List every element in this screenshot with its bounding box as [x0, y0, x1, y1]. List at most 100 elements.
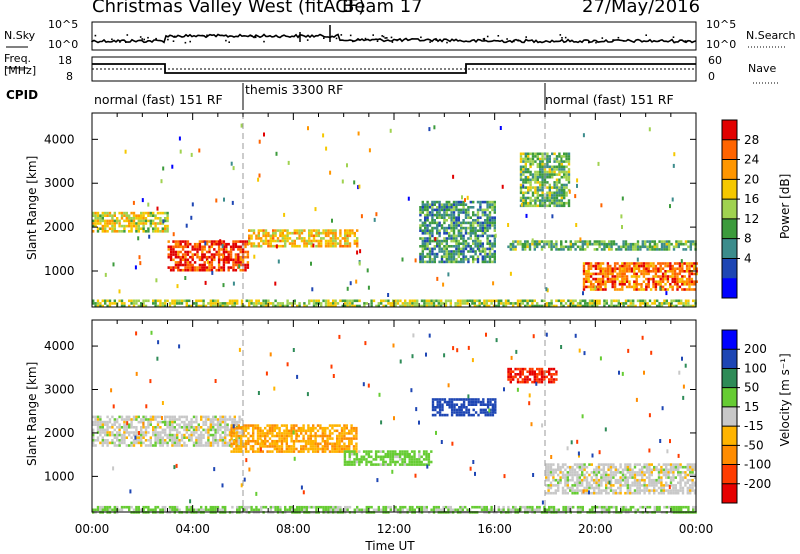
- heatmap-cell: [248, 234, 251, 238]
- heatmap-cell: [250, 299, 253, 303]
- heatmap-cell: [198, 248, 202, 251]
- heatmap-cell: [576, 486, 579, 490]
- heatmap-cell: [604, 288, 607, 291]
- heatmap-cell: [665, 476, 668, 479]
- heatmap-cell: [660, 248, 664, 251]
- heatmap-cell: [548, 157, 551, 161]
- heatmap-cell: [552, 476, 555, 479]
- heatmap-cell: [672, 484, 675, 487]
- heatmap-cell: [571, 471, 574, 474]
- heatmap-cell: [634, 248, 637, 251]
- heatmap-cell: [674, 465, 677, 469]
- heatmap-cell: [99, 302, 102, 305]
- heatmap-cell: [200, 439, 203, 442]
- heatmap-cell: [259, 450, 262, 453]
- heatmap-cell: [645, 463, 649, 466]
- heatmap-cell: [638, 491, 641, 495]
- heatmap-cell: [271, 432, 274, 435]
- heatmap-cell: [248, 229, 251, 232]
- heatmap-cell: [636, 473, 639, 477]
- heatmap-cell: [389, 460, 392, 464]
- heatmap-cell: [443, 255, 446, 258]
- heatmap-cell: [536, 304, 539, 308]
- heatmap-cell: [644, 299, 647, 303]
- heatmap-cell: [492, 281, 495, 286]
- heatmap-cell: [549, 473, 553, 477]
- heatmap-cell: [193, 261, 197, 264]
- heatmap-cell: [534, 181, 537, 184]
- heatmap-cell: [594, 285, 597, 290]
- heatmap-cell: [228, 299, 232, 303]
- heatmap-cell: [600, 484, 603, 487]
- heatmap-cell: [551, 170, 554, 174]
- heatmap-cell: [106, 508, 109, 512]
- heatmap-cell: [464, 245, 468, 248]
- heatmap-cell: [657, 486, 661, 490]
- heatmap-cell: [261, 445, 264, 448]
- heatmap-cell: [431, 203, 434, 206]
- heatmap-cell: [452, 211, 456, 214]
- heatmap-cell: [320, 242, 323, 245]
- heatmap-cell: [120, 441, 124, 445]
- heatmap-cell: [621, 275, 624, 278]
- heatmap-cell: [123, 224, 126, 228]
- heatmap-cell: [192, 441, 196, 445]
- heatmap-cell: [593, 489, 596, 492]
- heatmap-cell: [302, 437, 305, 440]
- heatmap-cell: [280, 445, 284, 448]
- heatmap-cell: [231, 439, 234, 442]
- heatmap-cell: [214, 439, 217, 442]
- heatmap-cell: [533, 242, 536, 246]
- heatmap-cell: [161, 227, 164, 230]
- heatmap-cell: [612, 463, 615, 466]
- heatmap-cell: [610, 304, 613, 308]
- heatmap-cell: [324, 439, 327, 443]
- heatmap-cell: [438, 208, 441, 212]
- cpid-segment-1: normal (fast) 151 RF: [94, 92, 223, 107]
- heatmap-cell: [156, 441, 160, 445]
- heatmap-cell: [564, 302, 568, 305]
- heatmap-cell: [572, 245, 575, 249]
- nsky-point: [125, 41, 127, 43]
- heatmap-cell: [519, 175, 523, 179]
- heatmap-cell: [406, 455, 409, 459]
- heatmap-cell: [660, 478, 663, 482]
- heatmap-cell: [173, 418, 176, 421]
- heatmap-cell: [312, 243, 315, 248]
- heatmap-cell: [142, 426, 145, 429]
- heatmap-cell: [455, 208, 458, 212]
- heatmap-cell: [583, 473, 586, 477]
- heatmap-cell: [437, 302, 440, 305]
- heatmap-cell: [573, 473, 577, 477]
- heatmap-cell: [140, 217, 143, 220]
- heatmap-cell: [522, 168, 525, 171]
- heatmap-cell: [493, 221, 496, 225]
- heatmap-cell: [123, 227, 126, 230]
- heatmap-cell: [257, 234, 260, 238]
- heatmap-cell: [221, 426, 224, 429]
- heatmap-cell: [541, 196, 544, 200]
- heatmap-cell: [208, 248, 211, 251]
- heatmap-cell: [541, 165, 544, 169]
- heatmap-cell: [455, 245, 458, 248]
- heatmap-cell: [543, 199, 547, 202]
- heatmap-cell: [638, 481, 641, 485]
- heatmap-cell: [188, 428, 191, 432]
- heatmap-cell: [621, 473, 625, 477]
- heatmap-cell: [274, 229, 277, 232]
- heatmap-cell: [602, 468, 605, 472]
- heatmap-cell: [615, 304, 618, 308]
- heatmap-cell: [147, 230, 150, 233]
- heatmap-cell: [200, 426, 203, 429]
- heatmap-cell: [346, 304, 349, 308]
- heatmap-cell: [441, 398, 444, 401]
- nsky-point: [139, 36, 142, 38]
- heatmap-cell: [516, 240, 520, 243]
- heatmap-cell: [424, 219, 427, 222]
- heatmap-cell: [539, 201, 542, 205]
- heatmap-cell: [332, 234, 335, 238]
- heatmap-cell: [160, 179, 163, 184]
- heatmap-cell: [216, 418, 220, 421]
- heatmap-cell: [421, 224, 424, 227]
- heatmap-cell: [436, 221, 439, 225]
